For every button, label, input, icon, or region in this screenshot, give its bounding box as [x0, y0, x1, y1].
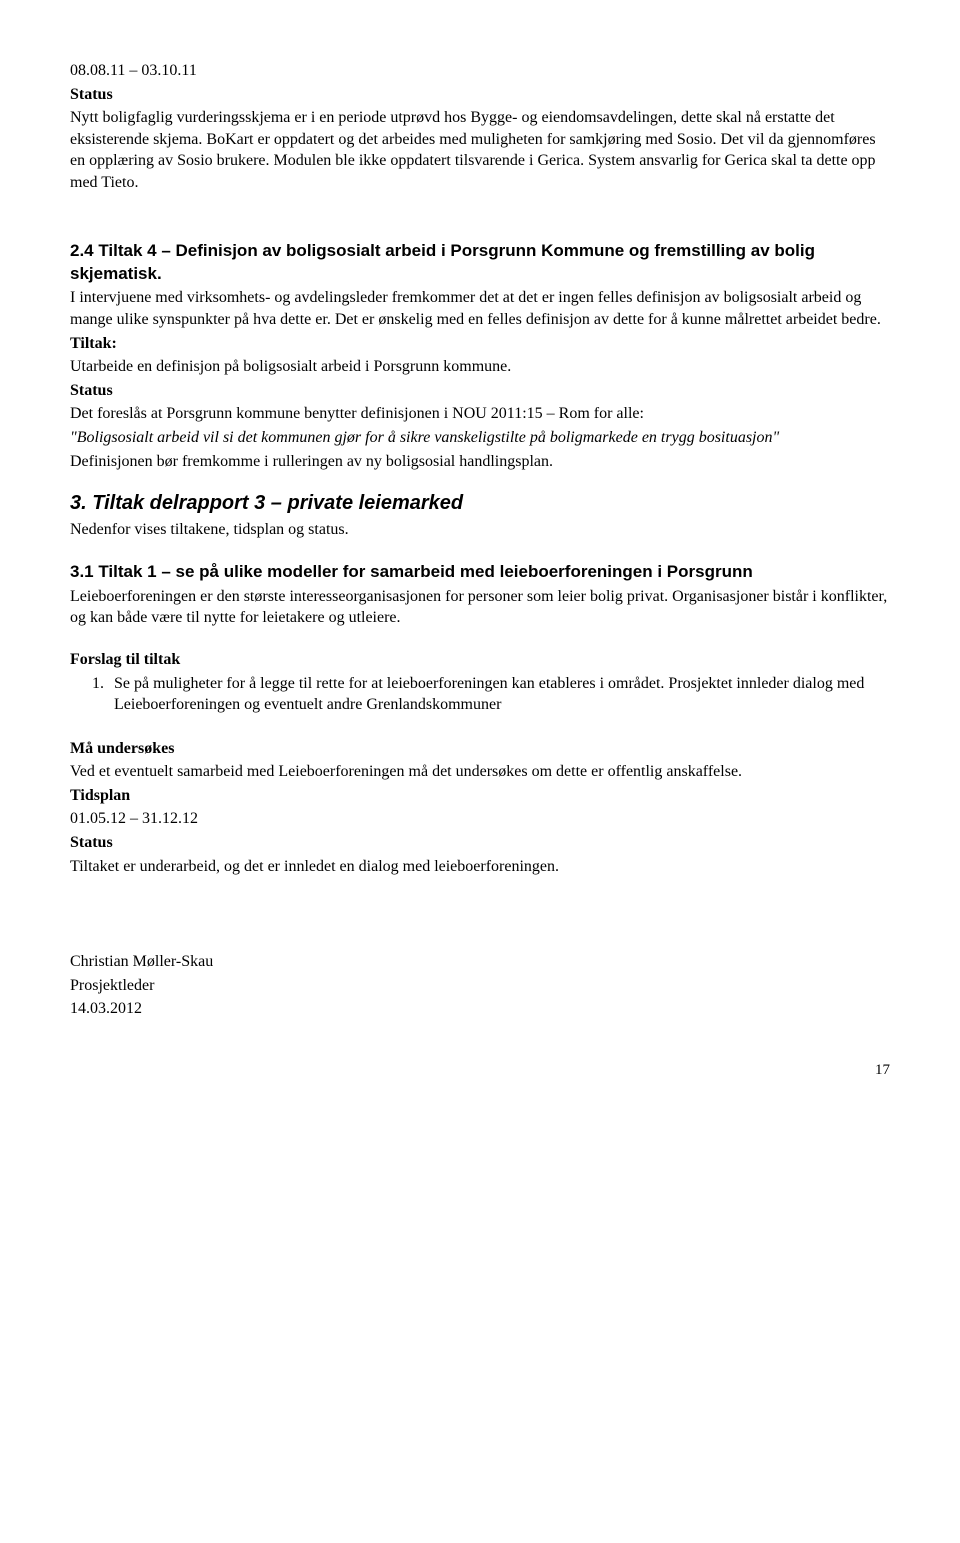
tiltak-label: Tiltak:	[70, 333, 890, 355]
author-name: Christian Møller-Skau	[70, 951, 890, 973]
dates: 08.08.11 – 03.10.11	[70, 60, 890, 82]
tidsplan-label: Tidsplan	[70, 785, 890, 807]
status-line-1: Det foreslås at Porsgrunn kommune benytt…	[70, 403, 890, 425]
section-0: 08.08.11 – 03.10.11 Status Nytt boligfag…	[70, 60, 890, 194]
page-number: 17	[70, 1060, 890, 1080]
section-heading: 3.1 Tiltak 1 – se på ulike modeller for …	[70, 561, 890, 584]
footer-date: 14.03.2012	[70, 998, 890, 1020]
spacer	[70, 923, 890, 951]
spacer	[70, 631, 890, 649]
section-2-4: 2.4 Tiltak 4 – Definisjon av boligsosial…	[70, 240, 890, 473]
forslag-label: Forslag til tiltak	[70, 649, 890, 671]
ma-label: Må undersøkes	[70, 738, 890, 760]
footer-signature: Christian Møller-Skau Prosjektleder 14.0…	[70, 951, 890, 1020]
spacer	[70, 212, 890, 240]
section-body: Leieboerforeningen er den største intere…	[70, 586, 890, 629]
spacer	[70, 543, 890, 561]
status-body: Nytt boligfaglig vurderingsskjema er i e…	[70, 107, 890, 193]
status-label: Status	[70, 832, 890, 854]
section-3-1: 3.1 Tiltak 1 – se på ulike modeller for …	[70, 561, 890, 877]
forslag-item: Se på muligheter for å legge til rette f…	[108, 673, 890, 716]
section-heading: 3. Tiltak delrapport 3 – private leiemar…	[70, 490, 890, 517]
section-3: 3. Tiltak delrapport 3 – private leiemar…	[70, 490, 890, 541]
status-quote: "Boligsosialt arbeid vil si det kommunen…	[70, 427, 890, 449]
status-body: Tiltaket er underarbeid, og det er innle…	[70, 856, 890, 878]
tiltak-body: Utarbeide en definisjon på boligsosialt …	[70, 356, 890, 378]
section-heading: 2.4 Tiltak 4 – Definisjon av boligsosial…	[70, 240, 890, 286]
ma-body: Ved et eventuelt samarbeid med Leieboerf…	[70, 761, 890, 783]
section-intro: Nedenfor vises tiltakene, tidsplan og st…	[70, 519, 890, 541]
section-body: I intervjuene med virksomhets- og avdeli…	[70, 287, 890, 330]
tidsplan: 01.05.12 – 31.12.12	[70, 808, 890, 830]
status-label: Status	[70, 380, 890, 402]
status-line-2: Definisjonen bør fremkomme i rulleringen…	[70, 451, 890, 473]
spacer	[70, 895, 890, 923]
author-role: Prosjektleder	[70, 975, 890, 997]
spacer	[70, 720, 890, 738]
status-label: Status	[70, 84, 890, 106]
forslag-list: Se på muligheter for å legge til rette f…	[70, 673, 890, 716]
